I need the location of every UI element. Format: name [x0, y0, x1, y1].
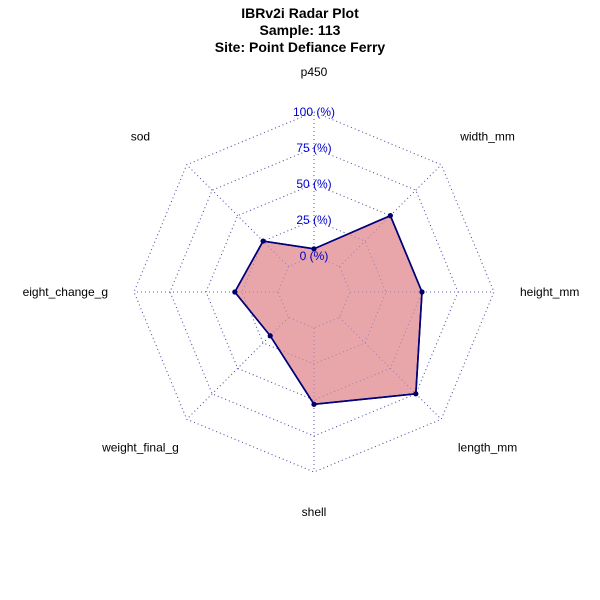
- radar-series: [133, 111, 495, 473]
- axis-label-width_mm: width_mm: [459, 129, 515, 143]
- series-area: [233, 214, 423, 406]
- grid-spoke-overlay-7: [186, 164, 289, 267]
- chart-title-line-3: Site: Point Defiance Ferry: [215, 39, 386, 55]
- grid-value-label: 75 (%): [296, 141, 331, 155]
- grid-value-label: 50 (%): [296, 177, 331, 191]
- data-point-width_mm: [387, 213, 393, 219]
- axis-label-sod: sod: [131, 129, 150, 143]
- data-point-height_mm: [419, 289, 425, 295]
- axis-label-weight_change_g: eight_change_g: [23, 285, 108, 299]
- axis-label-height_mm: height_mm: [520, 285, 579, 299]
- data-point-weight_final_g: [267, 333, 273, 339]
- axis-label-p450: p450: [301, 65, 328, 79]
- data-point-weight_change_g: [232, 289, 238, 295]
- grid-spoke-overlay-5: [186, 317, 289, 420]
- grid-value-label: 0 (%): [300, 249, 329, 263]
- data-point-shell: [311, 401, 317, 407]
- radar-labels: 0 (%) 25 (%) 50 (%) 75 (%) 100 (%) p450 width_…: [23, 65, 580, 519]
- grid-spoke-overlay-3: [339, 317, 442, 420]
- data-point-p450: [311, 246, 317, 252]
- chart-title-line-1: IBRv2i Radar Plot: [241, 5, 359, 21]
- grid-value-label: 25 (%): [296, 213, 331, 227]
- chart-title-line-2: Sample: 113: [260, 22, 341, 38]
- grid-ring-overlay-0: [277, 255, 351, 329]
- grid-value-label: 100 (%): [293, 105, 335, 119]
- data-point-length_mm: [413, 391, 419, 397]
- axis-label-shell: shell: [302, 505, 327, 519]
- axis-label-length_mm: length_mm: [458, 441, 517, 455]
- axis-label-weight_final_g: weight_final_g: [101, 441, 179, 455]
- data-point-sod: [260, 238, 266, 244]
